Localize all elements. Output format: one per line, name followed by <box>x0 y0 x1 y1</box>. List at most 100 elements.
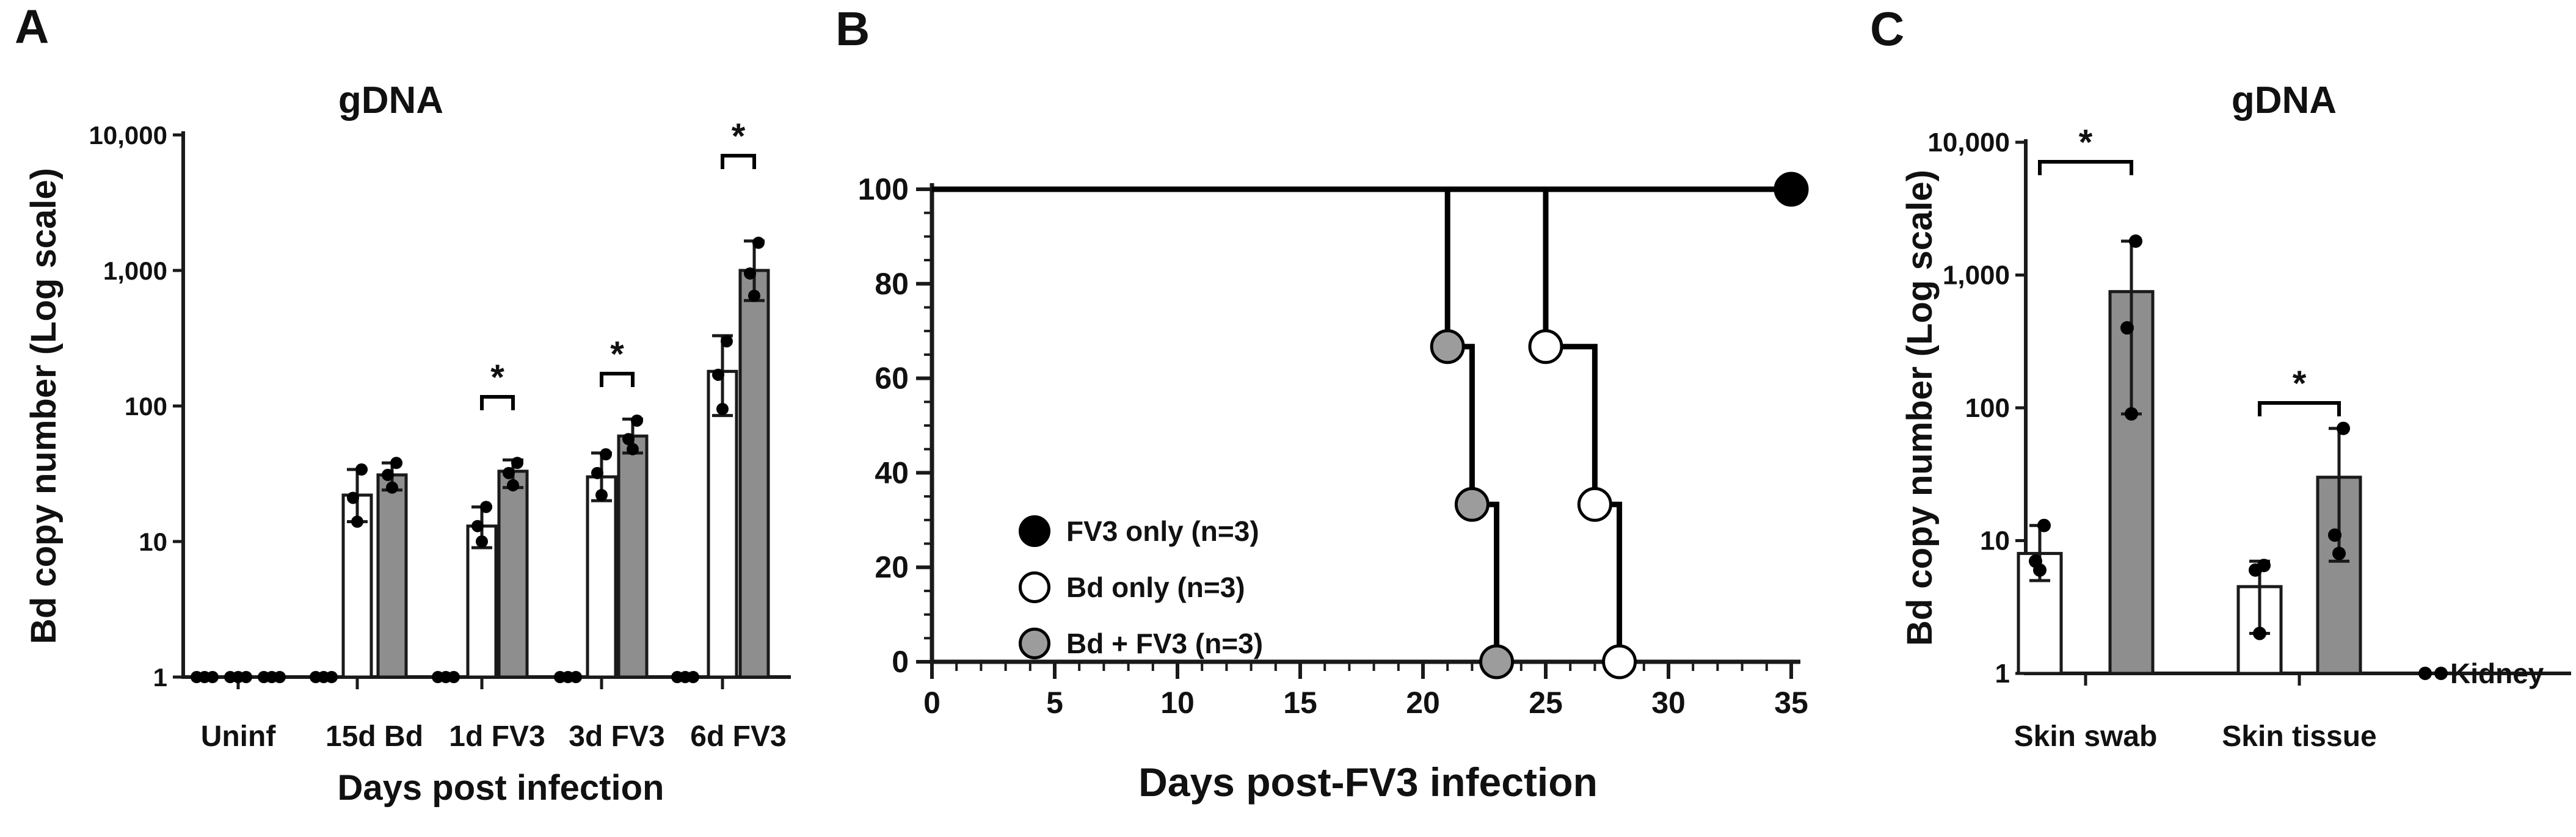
y-tick-label: 1 <box>153 663 167 692</box>
survival-marker-white <box>1577 487 1612 522</box>
bar <box>466 524 498 679</box>
data-point <box>347 491 359 504</box>
data-point <box>2129 234 2142 248</box>
bar <box>707 369 738 679</box>
x-tick-label: 15 <box>1283 686 1317 720</box>
panel-a-plot: 1 10 100 1,000 10,000 Uninf 15d Bd 1d FV3 3d FV3… <box>89 117 791 753</box>
bar <box>738 269 770 679</box>
y-tick-label: 20 <box>875 550 909 584</box>
bar <box>2108 290 2155 675</box>
data-point <box>687 671 699 683</box>
survival-marker-gray <box>1454 487 1490 522</box>
significance-bracket <box>721 154 756 169</box>
axis-lines <box>2024 139 2571 675</box>
y-tick-label: 10 <box>139 527 167 556</box>
data-point <box>627 443 639 455</box>
data-point <box>503 466 515 479</box>
data-point <box>748 289 760 302</box>
x-category-label: Skin tissue <box>2222 720 2376 753</box>
data-point <box>716 402 729 415</box>
x-category-label: 6d FV3 <box>690 720 786 753</box>
significance-star: * <box>2293 364 2307 404</box>
significance-star: * <box>732 117 746 156</box>
x-tick-label: 5 <box>1046 686 1063 720</box>
data-point <box>2257 559 2271 573</box>
data-point <box>600 448 612 461</box>
data-point <box>507 479 519 491</box>
data-point <box>2434 667 2448 680</box>
data-point <box>2253 626 2266 640</box>
y-tick-label: 1,000 <box>1943 261 2010 291</box>
significance-bracket <box>600 372 635 387</box>
survival-marker-black <box>1774 172 1809 207</box>
data-point <box>721 335 733 348</box>
survival-line-gray <box>932 186 1500 662</box>
y-tick-label: 40 <box>875 455 909 490</box>
y-tick-label: 0 <box>892 645 909 679</box>
data-point <box>390 457 402 469</box>
data-point <box>2337 421 2350 435</box>
bar <box>341 493 373 679</box>
data-point <box>326 671 338 683</box>
x-tick-label: 35 <box>1774 686 1808 720</box>
panel-b-plot: 0 20 40 60 80 100 0 5 10 15 20 25 30 35 <box>858 172 1809 720</box>
data-point <box>206 671 219 683</box>
significance-star: * <box>2079 123 2093 162</box>
data-point <box>2029 554 2042 568</box>
survival-marker-white <box>1602 644 1637 679</box>
x-category-label: Uninf <box>201 720 277 753</box>
survival-marker-white <box>1528 329 1563 364</box>
data-point <box>274 671 286 683</box>
data-point <box>355 463 368 476</box>
bar <box>617 434 649 679</box>
x-tick-label: 0 <box>923 686 941 720</box>
x-category-label: 3d FV3 <box>569 720 664 753</box>
data-point <box>631 414 643 427</box>
data-point <box>240 671 252 683</box>
y-tick-label: 1 <box>1995 659 2010 689</box>
data-point <box>480 501 492 513</box>
x-tick-label: 30 <box>1651 686 1686 720</box>
y-tick-label: 60 <box>875 361 909 396</box>
data-point <box>2120 321 2134 335</box>
y-tick-label: 80 <box>875 267 909 301</box>
data-point <box>382 468 394 481</box>
panel-c-plot: 1 10 100 1,000 10,000 Skin swab Skin tissue * * <box>1927 123 2571 753</box>
y-tick-label: 10 <box>1980 526 2010 556</box>
data-point <box>712 368 724 381</box>
data-point <box>752 236 765 249</box>
x-tick-label: 20 <box>1406 686 1440 720</box>
y-tick-label: 10,000 <box>1927 128 2010 158</box>
significance-bracket <box>2258 401 2341 416</box>
data-point <box>591 466 603 479</box>
data-point <box>595 488 608 501</box>
significance-bracket <box>2038 160 2133 175</box>
data-point <box>386 481 398 494</box>
significance-star: * <box>490 358 504 397</box>
data-point <box>2125 407 2138 421</box>
x-category-label: Skin swab <box>2014 720 2158 753</box>
data-point <box>2332 546 2346 560</box>
survival-marker-gray <box>1479 644 1515 679</box>
y-tick-label: 100 <box>858 172 909 206</box>
y-tick-label: 10,000 <box>89 121 167 150</box>
y-tick-label: 100 <box>125 392 167 421</box>
y-tick-label: 1,000 <box>103 256 167 285</box>
data-point <box>471 520 484 532</box>
bar <box>586 475 617 679</box>
data-point <box>622 433 635 446</box>
axis-lines <box>930 183 1800 664</box>
x-category-label: 1d FV3 <box>449 720 545 753</box>
x-category-label: 15d Bd <box>326 720 423 753</box>
data-point <box>476 535 488 548</box>
data-point <box>2037 518 2051 532</box>
data-point <box>511 457 523 469</box>
survival-line-white <box>932 186 1623 662</box>
survival-marker-gray <box>1430 329 1465 364</box>
data-point <box>570 671 582 683</box>
x-tick-label: 10 <box>1160 686 1195 720</box>
x-tick-label: 25 <box>1529 686 1563 720</box>
bar <box>376 473 408 679</box>
y-tick-label: 100 <box>1965 393 2010 423</box>
